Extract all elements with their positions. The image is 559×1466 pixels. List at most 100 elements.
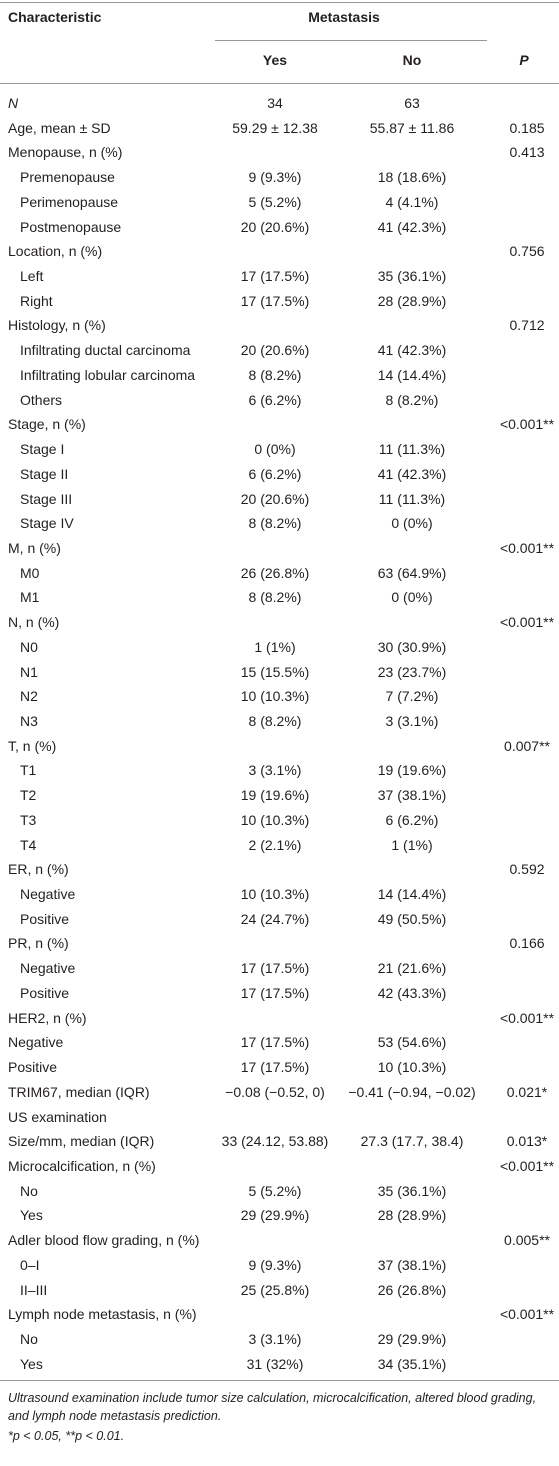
no-value: 3 (3.1%) xyxy=(385,713,439,729)
no-value: 23 (23.7%) xyxy=(377,663,447,680)
p-value: <0.001** xyxy=(499,614,555,631)
p-value: 0.413 xyxy=(509,144,545,161)
row-label: Lymph node metastasis, n (%) xyxy=(8,1306,197,1323)
header-characteristic: Characteristic xyxy=(8,9,102,25)
yes-value: 20 (20.6%) xyxy=(240,342,310,359)
yes-value: 5 (5.2%) xyxy=(248,1182,302,1199)
row-label: No xyxy=(20,1182,38,1199)
row-label: N1 xyxy=(20,663,38,680)
no-value: 6 (6.2%) xyxy=(385,811,439,828)
no-value: 37 (38.1%) xyxy=(377,787,447,804)
yes-value: 10 (10.3%) xyxy=(240,688,310,705)
row-label: Negative xyxy=(8,1034,64,1051)
p-value: <0.001** xyxy=(499,539,555,556)
no-value: 21 (21.6%) xyxy=(377,960,447,977)
yes-value: 9 (9.3%) xyxy=(248,1256,302,1273)
yes-value: 24 (24.7%) xyxy=(240,910,310,927)
no-value: 63 xyxy=(404,95,420,111)
yes-value: 31 (32%) xyxy=(246,1355,304,1372)
row-label: Positive xyxy=(8,1059,58,1076)
no-value: 55.87 ± 11.86 xyxy=(369,119,455,136)
no-value: 34 (35.1%) xyxy=(377,1355,447,1372)
yes-value: 9 (9.3%) xyxy=(248,169,302,186)
row-label: Left xyxy=(20,268,44,285)
yes-value: 8 (8.2%) xyxy=(248,515,302,532)
no-value: 42 (43.3%) xyxy=(377,984,447,1001)
yes-value: 34 xyxy=(267,95,283,111)
row-label: N xyxy=(8,95,19,111)
row-label: N2 xyxy=(20,688,38,705)
no-value: 0 (0%) xyxy=(391,515,433,532)
row-label: Stage II xyxy=(20,465,69,482)
row-label: Postmenopause xyxy=(20,218,122,235)
no-value: 63 (64.9%) xyxy=(377,564,447,581)
row-label: Stage III xyxy=(20,490,73,507)
row-label: Perimenopause xyxy=(20,193,119,210)
yes-value: 6 (6.2%) xyxy=(248,465,302,482)
no-value: 11 (11.3%) xyxy=(378,441,446,458)
row-label: Location, n (%) xyxy=(8,243,103,260)
row-label: II–III xyxy=(20,1281,48,1298)
yes-value: 15 (15.5%) xyxy=(240,663,310,680)
p-value: <0.001** xyxy=(499,416,555,433)
row-label: T, n (%) xyxy=(8,737,57,754)
row-label: 0–I xyxy=(20,1256,40,1273)
row-label: M0 xyxy=(20,564,40,581)
p-value: 0.185 xyxy=(509,119,545,136)
no-value: 28 (28.9%) xyxy=(377,292,447,309)
row-label: ER, n (%) xyxy=(8,861,69,878)
no-value: 53 (54.6%) xyxy=(377,1034,447,1051)
rule xyxy=(0,2,559,3)
no-value: 11 (11.3%) xyxy=(378,490,446,507)
footnote: Ultrasound examination include tumor siz… xyxy=(8,1391,537,1423)
header-metastasis: Metastasis xyxy=(308,9,380,25)
no-value: 41 (42.3%) xyxy=(377,465,447,482)
yes-value: 29 (29.9%) xyxy=(240,1207,310,1224)
yes-value: 20 (20.6%) xyxy=(240,490,310,507)
row-label: Negative xyxy=(20,960,76,977)
row-label: Positive xyxy=(20,984,70,1001)
row-label: Size/mm, median (IQR) xyxy=(8,1133,155,1150)
row-label: Yes xyxy=(20,1207,43,1224)
row-label: Microcalcification, n (%) xyxy=(8,1157,156,1174)
yes-value: 8 (8.2%) xyxy=(248,713,302,729)
row-label: Positive xyxy=(20,910,70,927)
row-label: TRIM67, median (IQR) xyxy=(8,1083,150,1100)
p-value: <0.001** xyxy=(499,1306,555,1323)
yes-value: 8 (8.2%) xyxy=(248,366,302,383)
rule xyxy=(0,83,559,84)
no-value: 29 (29.9%) xyxy=(377,1331,447,1347)
row-label: N0 xyxy=(20,638,38,655)
row-label: Infiltrating ductal carcinoma xyxy=(20,342,191,359)
yes-value: 17 (17.5%) xyxy=(240,1034,310,1051)
header-no: No xyxy=(402,52,422,68)
yes-value: 25 (25.8%) xyxy=(240,1281,310,1298)
yes-value: 26 (26.8%) xyxy=(240,564,310,581)
row-label: HER2, n (%) xyxy=(8,1009,87,1026)
row-label: Stage, n (%) xyxy=(8,416,86,433)
row-label: No xyxy=(20,1331,38,1347)
p-value: 0.007** xyxy=(504,737,550,754)
no-value: 28 (28.9%) xyxy=(377,1207,447,1224)
no-value: 27.3 (17.7, 38.4) xyxy=(360,1133,464,1150)
no-value: 1 (1%) xyxy=(391,836,433,853)
no-value: 41 (42.3%) xyxy=(377,342,447,359)
no-value: 35 (36.1%) xyxy=(377,268,447,285)
p-value: 0.166 xyxy=(509,935,545,952)
yes-value: 10 (10.3%) xyxy=(240,811,310,828)
yes-value: 10 (10.3%) xyxy=(240,886,310,903)
no-value: 37 (38.1%) xyxy=(377,1256,447,1273)
row-label: Stage I xyxy=(20,441,65,458)
row-label: Menopause, n (%) xyxy=(8,144,123,161)
yes-value: 0 (0%) xyxy=(254,441,296,458)
no-value: 35 (36.1%) xyxy=(377,1182,447,1199)
no-value: 19 (19.6%) xyxy=(377,762,447,779)
header-p: P xyxy=(519,52,529,68)
yes-value: 3 (3.1%) xyxy=(248,1331,302,1347)
row-label: Histology, n (%) xyxy=(8,317,106,334)
row-label: Yes xyxy=(20,1355,43,1372)
no-value: 14 (14.4%) xyxy=(377,366,447,383)
p-value: <0.001** xyxy=(499,1157,555,1174)
row-label: Others xyxy=(20,391,63,408)
